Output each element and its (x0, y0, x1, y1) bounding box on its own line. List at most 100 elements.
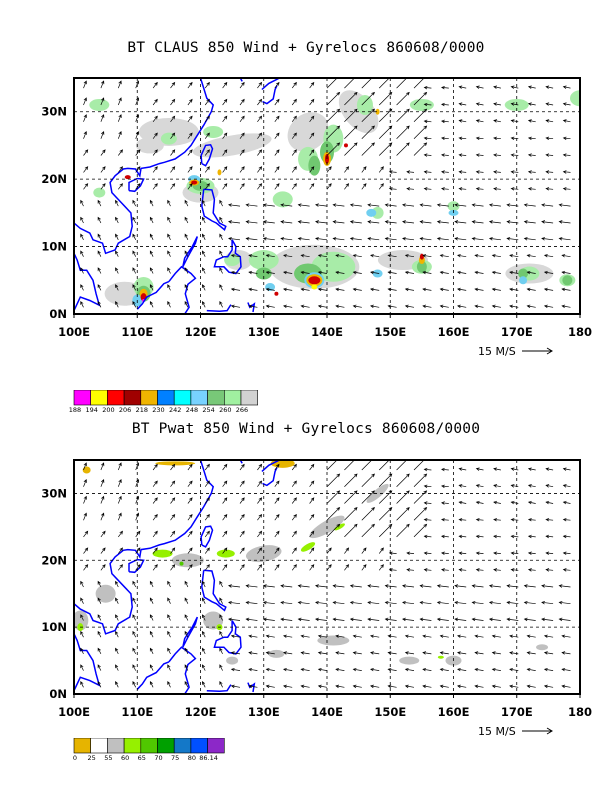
wind-arrow (187, 149, 193, 156)
wind-arrow (326, 166, 332, 173)
wind-arrow (396, 490, 410, 504)
wind-arrow (149, 267, 154, 274)
wind-arrow (439, 684, 449, 689)
latitude-tick-label: 30N (41, 486, 67, 500)
wind-arrow (326, 473, 341, 487)
longitude-tick-label: 110E (121, 705, 153, 719)
wind-arrow (222, 98, 228, 106)
convective-core (419, 253, 424, 260)
wind-arrow (100, 183, 106, 190)
wind-arrow (149, 664, 154, 671)
wind-arrow (326, 523, 341, 538)
wind-arrow (545, 153, 554, 157)
wind-arrow (239, 480, 245, 487)
wind-arrow (257, 513, 263, 521)
wind-arrow (402, 220, 415, 224)
colorbar-swatch (207, 390, 225, 406)
wind-arrow (167, 284, 171, 291)
wind-arrow (219, 216, 223, 224)
wind-arrow (527, 467, 536, 471)
wind-arrow (527, 136, 536, 140)
wind-arrow (510, 153, 519, 157)
wind-arrow (326, 142, 341, 156)
wind-arrow (561, 634, 571, 638)
wind-arrow (493, 534, 501, 539)
wind-arrow (97, 647, 102, 655)
wind-arrow (384, 237, 397, 241)
pwat-shading (268, 649, 285, 658)
wind-arrow (184, 664, 189, 671)
wind-arrow (283, 304, 293, 308)
wind-arrow (541, 617, 554, 622)
wind-arrow (317, 304, 328, 308)
wind-arrow (239, 547, 245, 554)
wind-arrow (202, 580, 206, 588)
reference-vector-arrow (522, 347, 553, 355)
wind-arrow (202, 301, 206, 308)
wind-arrow (523, 584, 536, 588)
wind-arrow (388, 568, 397, 572)
wind-arrow (419, 237, 432, 241)
wind-arrow (422, 304, 432, 308)
wind-arrow (291, 564, 297, 571)
wind-arrow (491, 667, 501, 672)
colorbar-swatch (224, 390, 242, 406)
wind-arrow (344, 108, 358, 123)
wind-arrow (167, 301, 171, 308)
wind-arrow (115, 680, 119, 688)
wind-arrow (149, 250, 154, 257)
wind-arrow (352, 667, 362, 672)
wind-arrow (83, 564, 89, 571)
wind-arrow (202, 614, 206, 621)
wind-arrow (474, 254, 484, 258)
wind-arrow (115, 250, 119, 257)
wind-arrow (132, 664, 137, 671)
wind-arrow (527, 484, 536, 488)
wind-arrow (315, 617, 328, 622)
wind-arrow (152, 547, 158, 554)
wind-arrow (454, 203, 467, 207)
wind-arrow (170, 149, 176, 156)
coastline (168, 265, 197, 314)
wind-arrow (83, 97, 87, 106)
wind-arrow (187, 115, 193, 123)
wind-arrow (526, 667, 536, 672)
map-claus-850-wind: 100E 110E 120E 130E 140E 150E 160E 170E 180 0N 10N… (41, 77, 592, 358)
cloud-shading (93, 187, 106, 198)
wind-arrow (488, 584, 501, 588)
wind-arrow (370, 254, 380, 258)
wind-arrow (100, 512, 105, 521)
wind-arrow (300, 684, 310, 689)
wind-arrow (527, 119, 536, 123)
wind-arrow (423, 136, 432, 140)
wind-arrow (132, 301, 137, 308)
wind-arrow (387, 287, 397, 292)
wind-arrow (80, 250, 84, 257)
colorbar-label: 200 (102, 406, 114, 414)
wind-arrow (184, 250, 189, 257)
wind-arrow (493, 85, 501, 89)
wind-arrow (309, 81, 315, 89)
wind-arrow (475, 102, 484, 106)
coastline (200, 143, 214, 167)
wind-arrow (97, 216, 102, 224)
wind-arrow (510, 85, 519, 89)
wind-arrow (280, 584, 293, 588)
wind-arrow (422, 684, 432, 689)
coastline (269, 315, 289, 320)
wind-arrow (326, 490, 341, 504)
wind-arrow (413, 91, 428, 106)
wind-arrow (545, 568, 554, 572)
wind-arrow (274, 166, 280, 173)
wind-arrow (257, 480, 263, 487)
wind-arrow (117, 462, 122, 471)
wind-arrow (527, 170, 536, 174)
wind-arrow (561, 651, 571, 655)
wind-arrow (388, 551, 397, 555)
wind-arrow (367, 600, 380, 605)
wind-arrow (170, 564, 176, 571)
wind-arrow (132, 284, 137, 291)
reference-vector-label: 15 M/S (478, 345, 516, 358)
longitude-tick-label: 180 (568, 325, 592, 339)
wind-arrow (245, 617, 258, 622)
